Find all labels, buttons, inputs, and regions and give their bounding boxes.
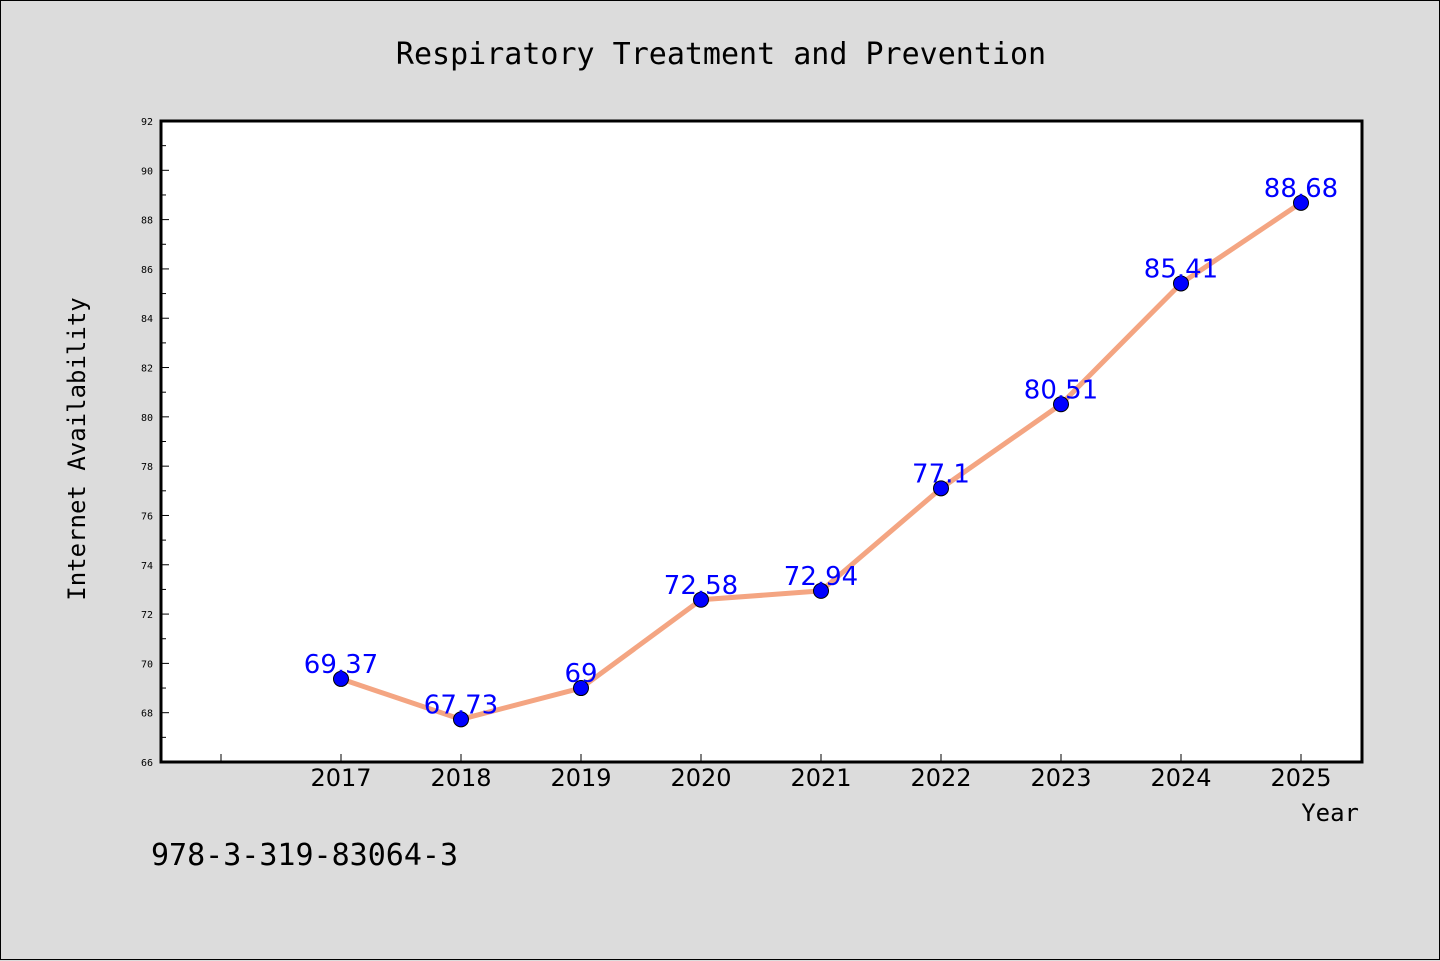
x-axis-label: Year xyxy=(1301,799,1359,827)
y-tick-label: 90 xyxy=(141,166,153,177)
data-label: 88.68 xyxy=(1264,174,1338,204)
x-tick-label: 2025 xyxy=(1270,764,1331,792)
data-label: 72.58 xyxy=(664,571,738,601)
y-axis-label: Internet Availability xyxy=(63,297,91,600)
y-tick-label: 74 xyxy=(141,561,153,572)
data-point xyxy=(933,480,949,497)
series-layer xyxy=(333,194,1309,728)
chart-title: Respiratory Treatment and Prevention xyxy=(396,37,1046,72)
data-point xyxy=(333,670,349,687)
y-tick-label: 78 xyxy=(141,462,153,473)
x-tick-label: 2024 xyxy=(1150,764,1211,792)
footer-isbn: 978-3-319-83064-3 xyxy=(151,838,458,873)
data-point xyxy=(693,591,709,608)
y-tick-label: 88 xyxy=(141,216,153,227)
data-point xyxy=(1053,396,1069,413)
y-tick-label: 86 xyxy=(141,265,153,276)
y-tick-label: 92 xyxy=(141,117,153,128)
x-tick-label: 2022 xyxy=(910,764,971,792)
axis-ticks: 66 68 70 72 74 76 78 80 82 84 86 88 90 92 2017 2018 2019… xyxy=(141,117,1332,792)
y-tick-label: 84 xyxy=(141,314,153,325)
x-tick-label: 2019 xyxy=(550,764,611,792)
x-tick-label: 2017 xyxy=(310,764,371,792)
x-tick-label: 2021 xyxy=(790,764,851,792)
data-label: 85.41 xyxy=(1144,254,1218,284)
y-tick-label: 72 xyxy=(141,610,153,621)
data-point xyxy=(453,711,469,728)
plot-area xyxy=(159,119,1364,764)
x-tick-label: 2018 xyxy=(430,764,491,792)
data-label: 69.37 xyxy=(304,650,378,680)
y-tick-label: 68 xyxy=(141,709,153,720)
data-label: 69 xyxy=(564,659,597,689)
y-tick-label: 82 xyxy=(141,364,153,375)
data-label: 80.51 xyxy=(1024,375,1098,405)
y-tick-label: 70 xyxy=(141,659,153,670)
data-point xyxy=(573,680,589,697)
data-label: 72.94 xyxy=(784,562,858,592)
data-point xyxy=(1173,275,1189,292)
data-point xyxy=(1293,194,1309,211)
y-tick-label: 76 xyxy=(141,511,153,522)
y-tick-label: 66 xyxy=(141,758,153,769)
x-tick-label: 2023 xyxy=(1030,764,1091,792)
data-label: 67.73 xyxy=(424,690,498,720)
data-point xyxy=(813,582,829,599)
data-labels: 69.37 67.73 69 72.58 72.94 77.1 80.51 85.41 88.6… xyxy=(304,174,1338,720)
y-tick-label: 80 xyxy=(141,413,153,424)
data-label: 77.1 xyxy=(912,459,970,489)
x-tick-label: 2020 xyxy=(670,764,731,792)
